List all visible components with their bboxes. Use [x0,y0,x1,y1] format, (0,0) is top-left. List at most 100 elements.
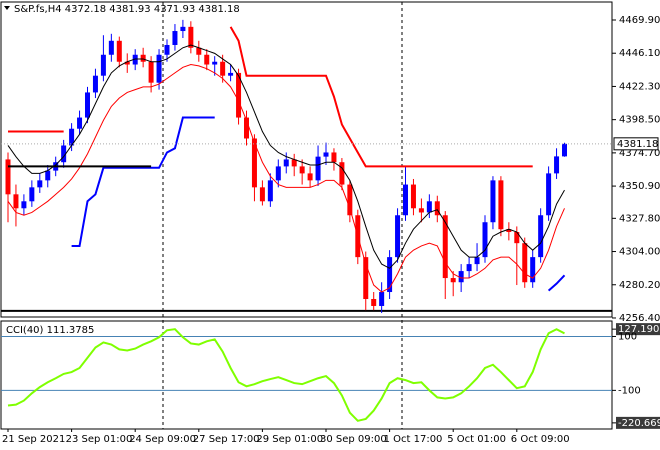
candle-body [363,257,369,299]
candle-body [212,61,218,65]
candle-body [164,44,170,55]
y-tick-label: -100 [618,385,641,396]
y-tick-label: 127.1903 [618,324,660,335]
candle-body [21,201,27,209]
candle-body [474,257,480,265]
y-tick-label: 4350.90 [619,181,660,192]
candle-body [13,194,19,209]
y-tick-label: 4469.90 [619,15,660,26]
candle-body [395,215,401,258]
candle-body [196,47,202,55]
y-tick-label: 4280.20 [619,280,660,291]
candle-body [172,31,178,45]
cci-line [7,328,565,422]
candle-body [307,173,313,181]
candle-body [347,184,353,216]
x-tick-label: 30 Sep 09:00 [320,434,387,445]
candle-body [562,143,567,157]
x-tick-label: 6 Oct 09:00 [511,434,570,445]
candle-body [124,61,130,65]
candle-body [267,180,273,202]
candle-body [434,201,440,216]
indicator-line [547,274,566,292]
candle-body [498,180,504,230]
candle-body [251,138,257,188]
indicator-line [7,44,565,269]
candle-body [410,184,416,209]
candle-body [466,264,472,272]
candle-body [522,243,528,283]
tick-label-box [616,323,660,336]
y-tick-label: 4374.70 [619,148,660,159]
y-tick-label: 4327.80 [619,213,660,224]
candle-body [538,215,544,258]
main-panel [0,1,613,318]
price-label: 4381.18 [617,139,658,150]
candle-body [403,184,408,216]
x-tick-label: 27 Sep 17:00 [193,434,260,445]
x-tick-label: 21 Sep 2021 [2,434,65,445]
candle-body [418,208,424,213]
x-tick-label: 1 Oct 17:00 [384,434,443,445]
y-tick-label: 4422.30 [619,81,660,92]
candle-body [148,61,154,83]
candle-body [482,222,488,258]
candle-body [69,128,75,146]
candle-body [188,26,194,48]
candle-body [514,232,520,244]
candle-body [426,201,432,213]
candle-body [140,54,146,62]
candle-body [291,159,297,167]
candle-body [156,54,162,83]
candle-body [259,187,265,202]
indicator-label: CCI(40) 111.3785 [6,325,94,336]
candle-body [379,292,385,306]
menu-arrow[interactable] [4,6,10,10]
x-tick-label: 5 Oct 01:00 [447,434,506,445]
x-tick-label: 29 Sep 01:00 [256,434,323,445]
y-tick-label: 4398.50 [619,115,660,126]
x-tick-label: 23 Sep 01:00 [66,434,133,445]
indicator-panel [0,320,613,430]
candle-body [116,40,122,62]
price-label-box [613,137,659,151]
chart-title: S&P.fs,H4 4372.18 4381.93 4371.93 4381.1… [14,4,240,15]
candle-body [236,72,242,118]
y-tick-label: 4446.10 [619,48,660,59]
tick-label-box [616,416,660,429]
y-tick-label: 4256.40 [619,313,660,324]
candle-body [85,92,90,118]
candle-body [331,152,337,163]
candle-body [490,180,496,223]
candle-body [299,166,305,174]
candle-body [37,180,43,188]
candle-body [554,156,560,174]
candle-body [29,187,35,202]
candle-body [61,145,67,163]
candle-body [371,298,377,306]
candle-body [100,54,106,76]
candle-body [77,117,83,129]
indicator-line [7,64,565,293]
candle-body [506,229,512,233]
candle-body [92,75,98,93]
candle-body [283,159,289,167]
candle-body [132,54,138,65]
candle-body [180,26,186,32]
candle-body [530,257,536,283]
candle-body [339,162,345,185]
candle-body [108,40,114,55]
y-tick-label: 100 [618,331,637,342]
candle-body [275,166,281,181]
candle-body [220,61,226,76]
candle-body [45,170,51,181]
candle-body [315,156,321,181]
indicator-line [229,26,533,168]
candle-body [5,159,11,195]
candle-body [204,54,210,65]
candle-body [546,173,552,216]
candle-body [323,152,329,157]
